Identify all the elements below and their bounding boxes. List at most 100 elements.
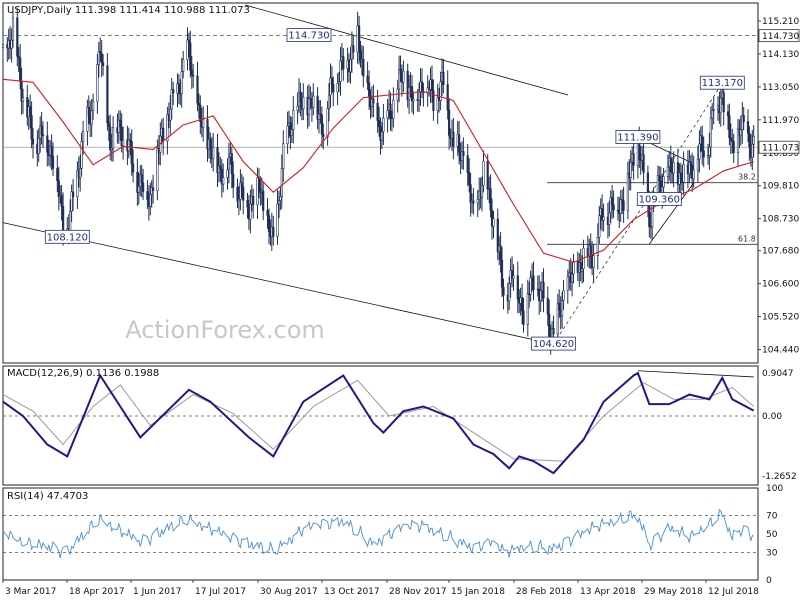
candle-body	[169, 108, 172, 121]
candle-body	[600, 208, 604, 221]
price-annotation: 113.170	[699, 75, 745, 90]
candle-body	[292, 110, 295, 130]
candle-body	[719, 97, 722, 114]
candle-body	[87, 106, 90, 116]
candle-body	[696, 158, 699, 171]
price-annotation: 111.390	[615, 130, 661, 144]
candle-body	[316, 95, 319, 120]
candle-body	[296, 105, 299, 111]
candle-body	[436, 97, 439, 111]
candle-body	[708, 146, 711, 157]
annotation-box	[286, 28, 332, 43]
candle-body	[500, 259, 504, 288]
candle-body	[752, 135, 755, 145]
candle-body	[180, 71, 183, 95]
candle-body	[457, 134, 461, 153]
candle-body	[246, 200, 249, 208]
candle-body	[322, 133, 325, 138]
candle-body	[96, 64, 99, 102]
x-tick-label: 17 Jul 2017	[195, 587, 246, 597]
candle-body	[632, 153, 635, 166]
candle-body	[432, 90, 435, 111]
candle-body	[376, 102, 379, 121]
candle-body	[508, 283, 511, 302]
candle-body	[682, 164, 685, 183]
candle-body	[512, 275, 515, 279]
annotation-label: 104.620	[533, 339, 574, 350]
candle-body	[29, 106, 32, 116]
candle-body	[389, 103, 392, 119]
candle-body	[679, 172, 682, 180]
candle-body	[706, 155, 710, 158]
candle-body	[669, 157, 672, 172]
price-tick-label: 108.730	[762, 215, 799, 225]
candle-body	[216, 147, 219, 174]
candle-body	[40, 125, 43, 136]
candle-body	[726, 111, 730, 117]
candle-body	[11, 17, 15, 41]
price-annotation: 104.620	[531, 336, 576, 351]
candle-body	[16, 17, 19, 57]
candle-body	[626, 173, 629, 211]
candle-body	[572, 261, 575, 275]
candle-body	[596, 237, 599, 256]
rsi-panel	[2, 487, 759, 581]
candle-body	[731, 140, 734, 142]
candle-body	[129, 139, 132, 143]
candle-body	[109, 126, 112, 150]
candle-body	[240, 182, 243, 188]
candle-body	[648, 202, 651, 228]
x-tick-label: 1 Jun 2017	[133, 587, 181, 597]
candle-body	[701, 135, 704, 152]
candle-body	[330, 77, 334, 85]
candle-body	[82, 131, 85, 142]
rsi-tick-label: 70	[766, 512, 778, 522]
candle-body	[146, 191, 149, 200]
candle-body	[149, 194, 152, 207]
x-tick-label: 30 Aug 2017	[260, 587, 318, 597]
candle-body	[532, 275, 535, 290]
rsi-tick-label: 30	[766, 548, 778, 558]
candle-body	[187, 39, 191, 44]
candle-body	[688, 161, 691, 175]
candle-body	[132, 163, 135, 173]
candle-body	[140, 174, 143, 184]
candle-body	[79, 168, 82, 178]
candle-body	[489, 188, 492, 211]
annotation-label: 111.390	[617, 133, 658, 144]
candle-body	[442, 72, 445, 86]
candle-body	[69, 211, 72, 231]
candle-body	[336, 83, 339, 93]
candle-body	[486, 160, 489, 190]
candle-body	[100, 53, 103, 64]
candle-body	[21, 97, 25, 102]
candle-body	[460, 151, 464, 162]
candle-body	[548, 313, 551, 337]
candle-body	[232, 173, 235, 188]
candle-body	[709, 117, 712, 148]
candle-body	[732, 141, 735, 154]
candle-body	[199, 104, 202, 122]
candle-body	[312, 95, 315, 108]
candle-body	[692, 169, 695, 180]
watermark: ActionForex.com	[125, 316, 325, 344]
candle-body	[170, 89, 173, 110]
candle-body	[279, 196, 282, 201]
candle-body	[319, 113, 322, 116]
candle-body	[80, 141, 83, 169]
candle-body	[177, 83, 181, 94]
candle-body	[447, 109, 451, 136]
candle-body	[546, 297, 549, 315]
candle-body	[10, 39, 13, 49]
candle-body	[712, 109, 715, 111]
candle-body	[526, 293, 529, 325]
candle-body	[377, 120, 381, 128]
candle-body	[262, 190, 265, 211]
candle-body	[622, 200, 625, 211]
candle-body	[468, 172, 471, 185]
price-tick-label: 110.890	[762, 149, 799, 159]
candle-body	[272, 226, 275, 237]
candle-body	[192, 75, 195, 77]
